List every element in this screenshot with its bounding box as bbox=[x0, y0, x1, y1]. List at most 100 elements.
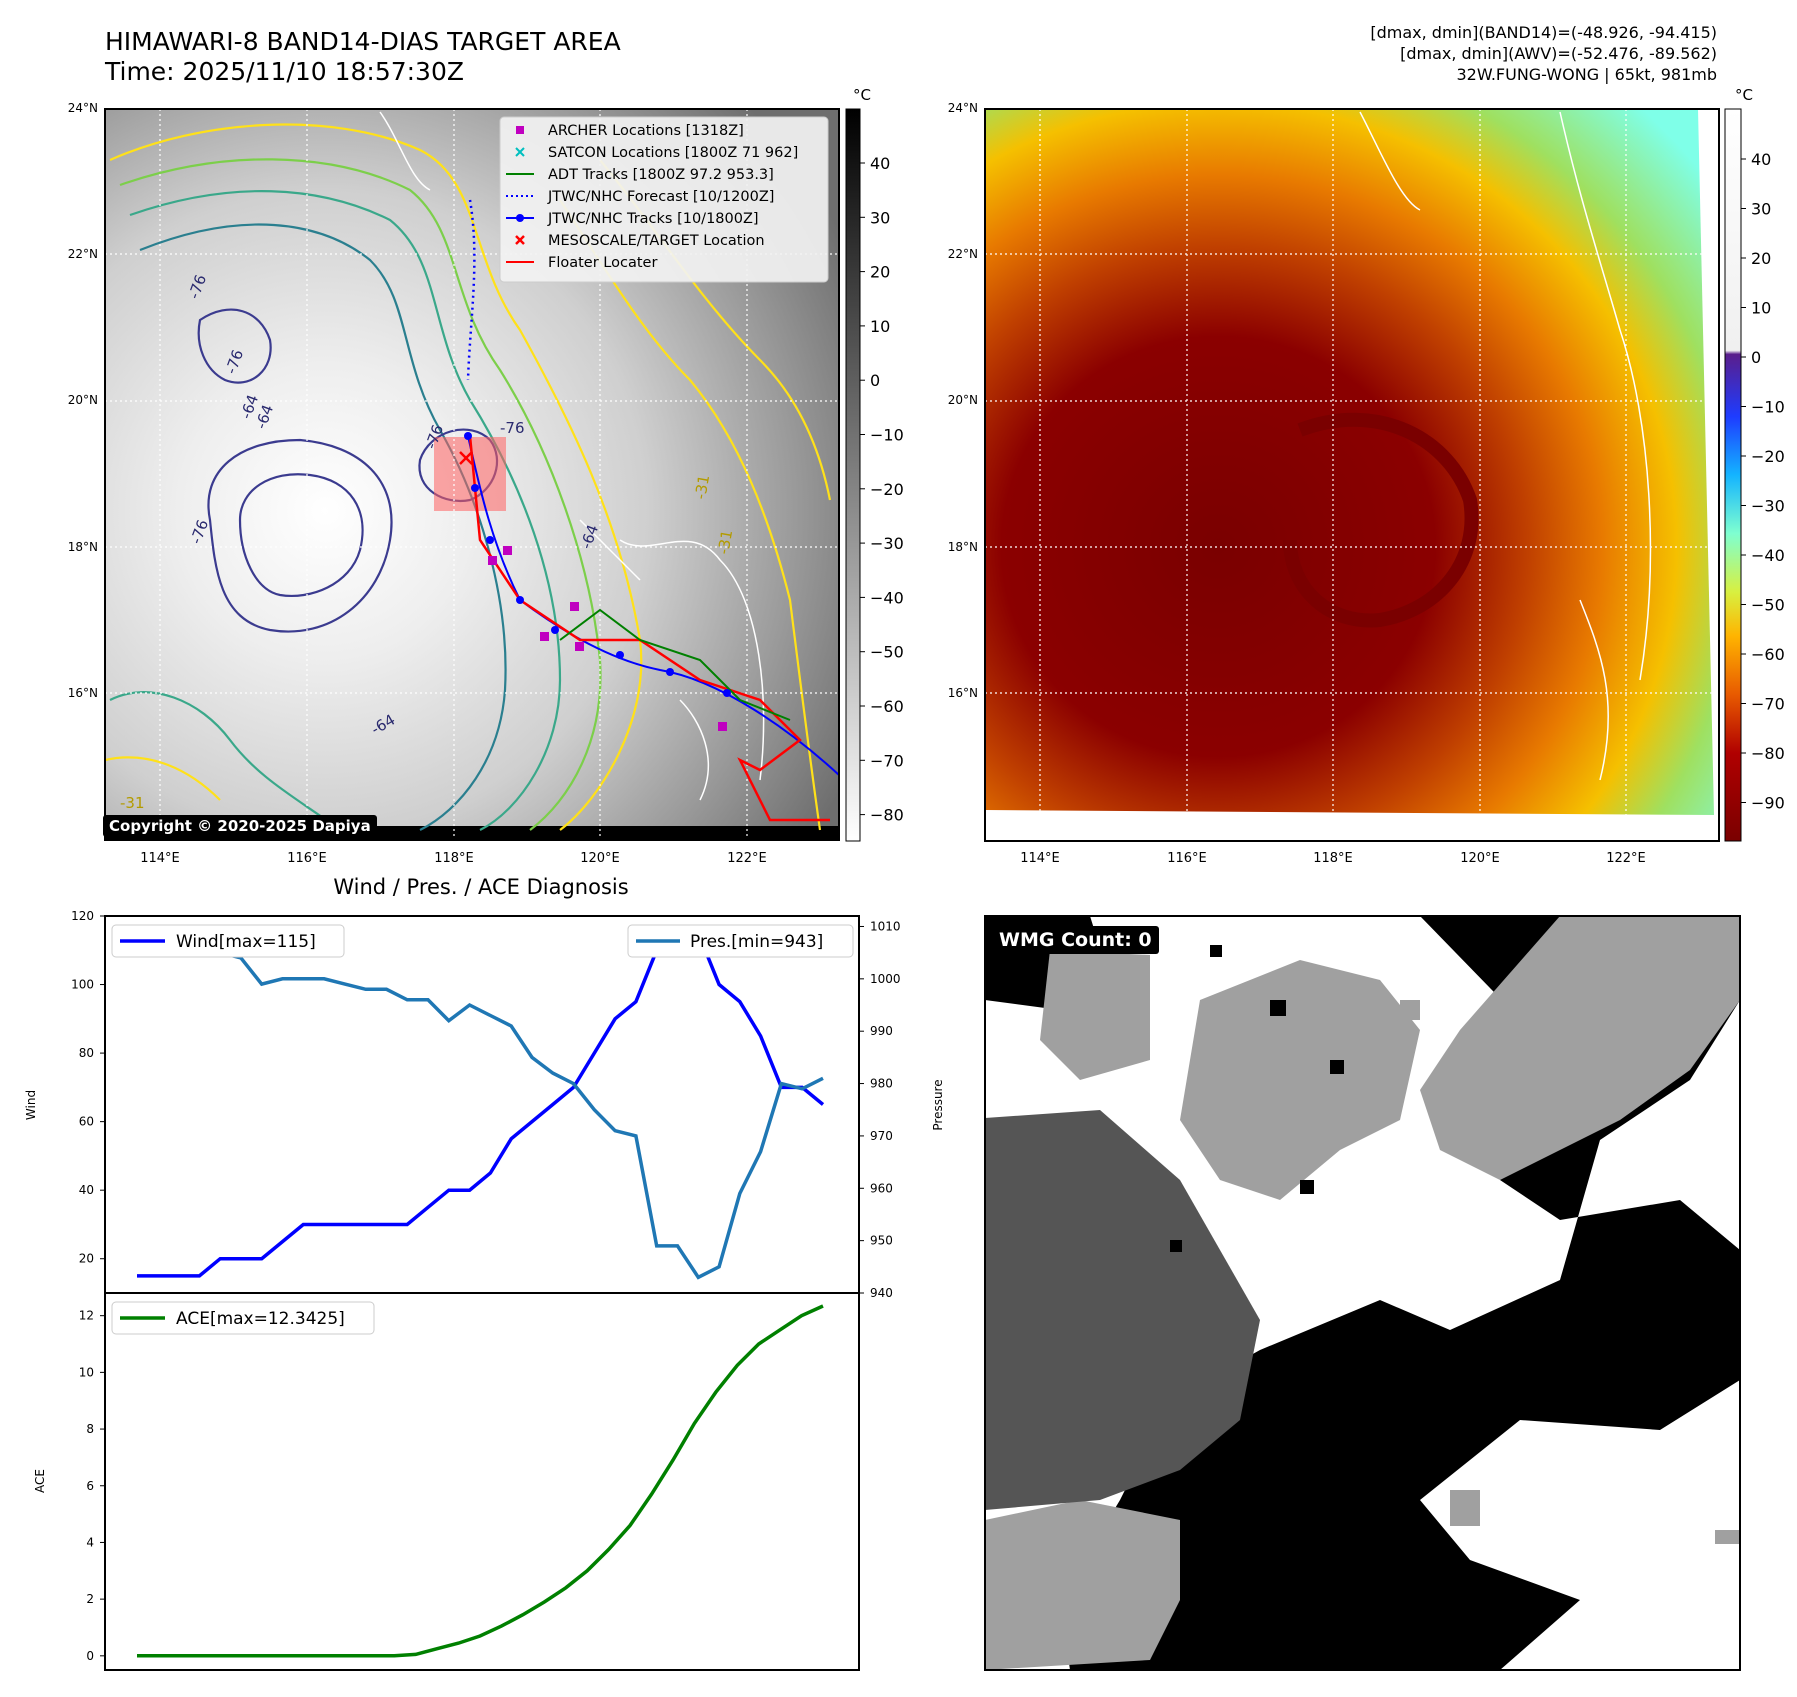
colorbar-left-tick-label: −10 bbox=[870, 426, 904, 445]
pressure-series-line bbox=[135, 930, 824, 1280]
contour-label: -31 bbox=[120, 794, 145, 812]
colorbar-right-tick-label: −40 bbox=[1751, 546, 1785, 565]
figure-time: Time: 2025/11/10 18:57:30Z bbox=[104, 57, 464, 86]
colorbar-right-tick-label: 20 bbox=[1751, 249, 1771, 268]
ace-axis-tick-label: 10 bbox=[79, 1365, 94, 1379]
pressure-axis-tick-label: 950 bbox=[870, 1234, 893, 1248]
stats-awv: [dmax, dmin](AWV)=(-52.476, -89.562) bbox=[1400, 44, 1717, 63]
wind-series-line bbox=[137, 930, 825, 1278]
pressure-axis-tick-label: 970 bbox=[870, 1129, 893, 1143]
ace-ylabel: ACE bbox=[33, 1469, 47, 1493]
ace-axis-tick-label: 4 bbox=[86, 1535, 94, 1549]
wind-axis-tick-label: 80 bbox=[79, 1046, 94, 1060]
lat-label: 20°N bbox=[68, 393, 98, 407]
colorbar-right-unit: °C bbox=[1735, 86, 1753, 104]
colorbar-left-tick-label: −80 bbox=[870, 806, 904, 825]
colorbar-right-gradient bbox=[1724, 108, 1742, 842]
wind-axis-tick-label: 20 bbox=[79, 1252, 94, 1266]
colorbar-right-tick-label: −20 bbox=[1751, 447, 1785, 466]
legend-marker-satcon bbox=[515, 147, 525, 157]
colorbar-left-tick-label: −70 bbox=[870, 751, 904, 770]
ace-axis-tick-label: 6 bbox=[86, 1479, 94, 1493]
lat-label: 20°N bbox=[948, 393, 978, 407]
contour-label: -76 bbox=[500, 419, 525, 437]
ace-axis-tick-label: 0 bbox=[86, 1649, 94, 1663]
copyright-badge: Copyright © 2020-2025 Dapiya bbox=[103, 815, 377, 837]
wmg-region bbox=[1180, 960, 1420, 1200]
colorbar-left-tick-label: −20 bbox=[870, 480, 904, 499]
best-track bbox=[467, 435, 839, 776]
colorbar-right-tick-label: 10 bbox=[1751, 299, 1771, 318]
wind-ylabel: Wind bbox=[24, 1090, 38, 1120]
storm-info: 32W.FUNG-WONG | 65kt, 981mb bbox=[1456, 65, 1717, 84]
legend-marker-archer bbox=[516, 126, 524, 134]
lon-label: 116°E bbox=[287, 851, 327, 866]
colorbar-right-tick-label: −80 bbox=[1751, 744, 1785, 763]
legend-item: ARCHER Locations [1318Z] bbox=[548, 123, 744, 139]
archer-markers bbox=[488, 546, 727, 731]
lat-label: 16°N bbox=[948, 686, 978, 700]
wmg-region bbox=[1040, 950, 1150, 1080]
legend-item: MESOSCALE/TARGET Location bbox=[548, 233, 765, 249]
map-lon-labels: 114°E 116°E 118°E 120°E 122°E bbox=[140, 851, 767, 866]
lat-label: 24°N bbox=[948, 101, 978, 115]
colorbar-left: °C 40 30 20 10 0 −10 −20 −30 −40 −50 −60 −70 −80 bbox=[845, 86, 904, 842]
lon-label: 122°E bbox=[1606, 851, 1646, 866]
forecast-track bbox=[466, 199, 476, 381]
map2-lat-labels: 24°N 22°N 20°N 18°N 16°N bbox=[948, 101, 978, 700]
coastlines bbox=[379, 111, 765, 801]
wmg-region bbox=[985, 1110, 1260, 1510]
lon-label: 120°E bbox=[1460, 851, 1500, 866]
lon-label: 116°E bbox=[1167, 851, 1207, 866]
ace-axis-tick-label: 8 bbox=[86, 1422, 94, 1436]
colorbar-left-unit: °C bbox=[853, 86, 871, 104]
contour-label: -31 bbox=[691, 473, 713, 500]
pressure-axis-tick-label: 940 bbox=[870, 1286, 893, 1300]
ace-axis-tick-label: 12 bbox=[79, 1309, 94, 1323]
pressure-ylabel: Pressure bbox=[931, 1079, 945, 1130]
pressure-axis-tick-label: 980 bbox=[870, 1077, 893, 1091]
colorbar-left-gradient bbox=[845, 108, 861, 842]
figure-title: HIMAWARI-8 BAND14-DIAS TARGET AREA bbox=[105, 27, 621, 56]
colorbar-right-tick-label: −50 bbox=[1751, 596, 1785, 615]
colorbar-left-tick-label: −50 bbox=[870, 643, 904, 662]
wind-axis-tick-label: 40 bbox=[79, 1183, 94, 1197]
colorbar-left-tick-label: 20 bbox=[870, 263, 890, 282]
lon-label: 114°E bbox=[1020, 851, 1060, 866]
map-legend: ARCHER Locations [1318Z] SATCON Location… bbox=[499, 116, 829, 283]
legend-item: ADT Tracks [1800Z 97.2 953.3] bbox=[548, 167, 774, 183]
legend-item: JTWC/NHC Forecast [10/1200Z] bbox=[547, 189, 774, 205]
lat-label: 22°N bbox=[948, 247, 978, 261]
pressure-axis-tick-label: 1000 bbox=[870, 972, 901, 986]
lat-label: 22°N bbox=[68, 247, 98, 261]
wmg-frame bbox=[984, 915, 1741, 1671]
wind-pressure-axes bbox=[104, 915, 860, 1294]
pressure-axis-tick-label: 960 bbox=[870, 1181, 893, 1195]
ace-legend: ACE[max=12.3425] bbox=[111, 1301, 375, 1335]
colorbar-right-tick-label: 30 bbox=[1751, 200, 1771, 219]
colorbar-left-tick-label: 10 bbox=[870, 317, 890, 336]
map2-lon-labels: 114°E 116°E 118°E 120°E 122°E bbox=[1020, 851, 1646, 866]
map-lat-labels: 24°N 22°N 20°N 18°N 16°N bbox=[68, 101, 98, 700]
colorbar-right-tick-label: −60 bbox=[1751, 645, 1785, 664]
colorbar-left-tick-label: 30 bbox=[870, 208, 890, 227]
lon-label: 114°E bbox=[140, 851, 180, 866]
legend-item: JTWC/NHC Tracks [10/1800Z] bbox=[547, 211, 759, 227]
lon-label: 122°E bbox=[727, 851, 767, 866]
coastlines-right bbox=[1359, 111, 1652, 781]
legend-item: Floater Locater bbox=[548, 255, 657, 271]
contour-label: -31 bbox=[714, 528, 736, 555]
wind-axis-tick-label: 120 bbox=[71, 909, 94, 923]
map2-frame bbox=[984, 108, 1720, 842]
lat-label: 24°N bbox=[68, 101, 98, 115]
map-frame bbox=[104, 108, 840, 841]
wind-legend-label: Wind[max=115] bbox=[176, 932, 316, 952]
adt-track bbox=[559, 608, 791, 721]
wmg-region bbox=[985, 1500, 1180, 1670]
colorbar-right-tick-label: 40 bbox=[1751, 150, 1771, 169]
target-marker bbox=[459, 451, 473, 465]
wind-legend-box bbox=[111, 924, 345, 958]
lon-label: 118°E bbox=[1313, 851, 1353, 866]
colorbar-left-tick-label: −60 bbox=[870, 697, 904, 716]
